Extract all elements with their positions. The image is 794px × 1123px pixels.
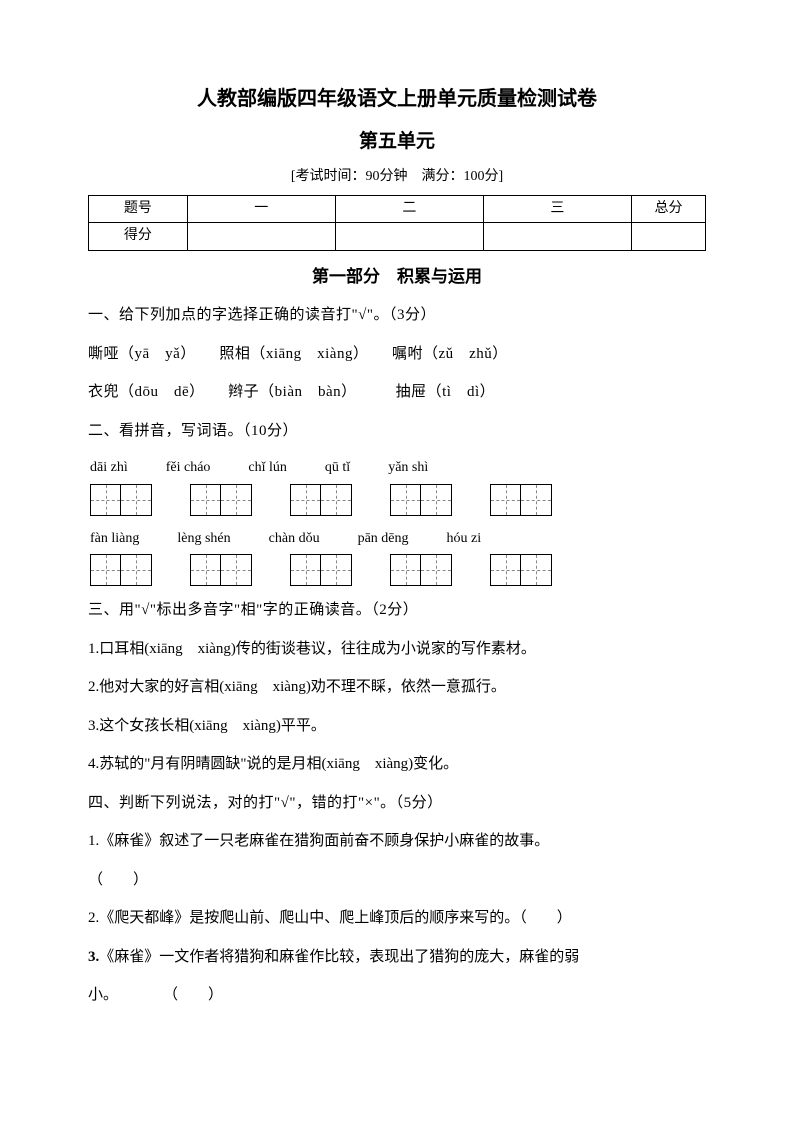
th-total: 总分: [631, 195, 705, 223]
th-col: 一: [187, 195, 335, 223]
pinyin: chàn dǒu: [269, 526, 320, 553]
question-3: 三、用"√"标出多音字"相"字的正确读音。（2分） 1.口耳相(xiāng xi…: [88, 596, 706, 779]
q4-item3-text: 《麻雀》一文作者将猎狗和麻雀作比较，表现出了猎狗的庞大，麻雀的弱: [99, 949, 579, 965]
q3-item1: 1.口耳相(xiāng xiàng)传的街谈巷议，往往成为小说家的写作素材。: [88, 635, 706, 664]
tianzi-box: [190, 554, 252, 586]
tianzi-box: [90, 554, 152, 586]
tianzi-box: [290, 554, 352, 586]
pinyin-row-2: fàn liàng lèng shén chàn dǒu pān dēng hó…: [88, 526, 706, 553]
q1-stem: 一、给下列加点的字选择正确的读音打"√"。（3分）: [88, 301, 706, 330]
title-sub: 第五单元: [88, 124, 706, 160]
score-table: 题号 一 二 三 总分 得分: [88, 195, 706, 251]
pinyin: hóu zi: [447, 526, 482, 553]
q4-item3a: 3.《麻雀》一文作者将猎狗和麻雀作比较，表现出了猎狗的庞大，麻雀的弱: [88, 943, 706, 972]
pinyin: pān dēng: [358, 526, 409, 553]
pinyin: chǐ lún: [248, 455, 287, 482]
pinyin-row-1: dāi zhì fěi cháo chǐ lún qū tǐ yǎn shì: [88, 455, 706, 482]
q3-item4: 4.苏轼的"月有阴晴圆缺"说的是月相(xiāng xiàng)变化。: [88, 750, 706, 779]
q4-item3-num: 3.: [88, 949, 99, 965]
pinyin: qū tǐ: [325, 455, 350, 482]
question-4: 四、判断下列说法，对的打"√"，错的打"×"。（5分） 1.《麻雀》叙述了一只老…: [88, 789, 706, 1010]
th-col: 三: [483, 195, 631, 223]
box-row-1: [88, 484, 706, 516]
td-blank: [483, 223, 631, 251]
pinyin: yǎn shì: [388, 455, 428, 482]
exam-info: [考试时间：90分钟 满分：100分]: [88, 164, 706, 191]
q2-stem: 二、看拼音，写词语。（10分）: [88, 417, 706, 446]
q3-item3: 3.这个女孩长相(xiāng xiàng)平平。: [88, 712, 706, 741]
question-1: 一、给下列加点的字选择正确的读音打"√"。（3分） 嘶哑（yā yǎ） 照相（x…: [88, 301, 706, 407]
tianzi-box: [390, 554, 452, 586]
q3-stem: 三、用"√"标出多音字"相"字的正确读音。（2分）: [88, 596, 706, 625]
th-label: 题号: [89, 195, 188, 223]
tianzi-box: [390, 484, 452, 516]
tianzi-box: [290, 484, 352, 516]
pinyin: lèng shén: [177, 526, 230, 553]
q3-item2: 2.他对大家的好言相(xiāng xiàng)劝不理不睬，依然一意孤行。: [88, 673, 706, 702]
pinyin: dāi zhì: [90, 455, 128, 482]
box-row-2: [88, 554, 706, 586]
td-blank: [631, 223, 705, 251]
q1-line2: 衣兜（dōu dē） 辫子（biàn bàn） 抽屉（tì dì）: [88, 378, 706, 407]
td-blank: [335, 223, 483, 251]
tianzi-box: [90, 484, 152, 516]
section-title: 第一部分 积累与运用: [88, 261, 706, 293]
q4-item1: 1.《麻雀》叙述了一只老麻雀在猎狗面前奋不顾身保护小麻雀的故事。: [88, 827, 706, 856]
th-col: 二: [335, 195, 483, 223]
tianzi-box: [490, 554, 552, 586]
pinyin: fàn liàng: [90, 526, 139, 553]
tianzi-box: [490, 484, 552, 516]
td-label: 得分: [89, 223, 188, 251]
q4-item1-paren: （ ）: [88, 866, 706, 895]
q1-line1: 嘶哑（yā yǎ） 照相（xiāng xiàng） 嘱咐（zǔ zhǔ）: [88, 340, 706, 369]
title-main: 人教部编版四年级语文上册单元质量检测试卷: [88, 80, 706, 118]
q4-item2: 2.《爬天都峰》是按爬山前、爬山中、爬上峰顶后的顺序来写的。（ ）: [88, 904, 706, 933]
tianzi-box: [190, 484, 252, 516]
question-2: 二、看拼音，写词语。（10分） dāi zhì fěi cháo chǐ lún…: [88, 417, 706, 587]
q4-stem: 四、判断下列说法，对的打"√"，错的打"×"。（5分）: [88, 789, 706, 818]
td-blank: [187, 223, 335, 251]
table-row: 题号 一 二 三 总分: [89, 195, 706, 223]
pinyin: fěi cháo: [166, 455, 211, 482]
q4-item3b: 小。 （ ）: [88, 981, 706, 1010]
table-row: 得分: [89, 223, 706, 251]
